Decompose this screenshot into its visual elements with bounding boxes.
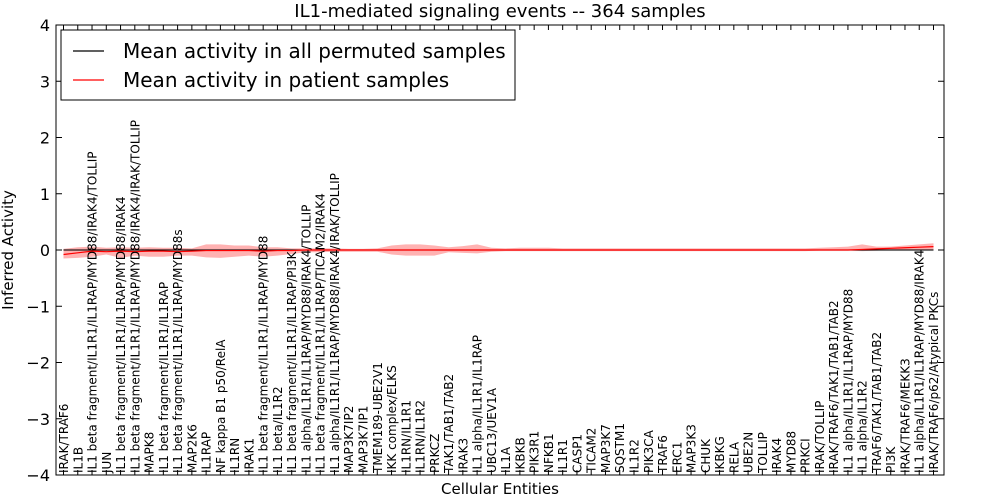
x-tick-label: TRAF6/TAK1/TAB1/TAB2 (870, 332, 884, 474)
x-tick-label: CASP1 (570, 434, 584, 473)
x-tick-label: PRKCI (799, 438, 813, 473)
x-tick-label: MAP3K3 (685, 424, 699, 473)
y-tick-label: 3 (40, 72, 50, 91)
chart-title: IL1-mediated signaling events -- 364 sam… (294, 1, 705, 22)
x-tick-label: IL1R2 (627, 439, 641, 473)
y-axis-label: Inferred Activity (0, 190, 17, 310)
x-tick-label: IL1 beta fragment/IL1R1/IL1RAP/MYD88 (257, 236, 271, 473)
x-tick-label: IL1 alpha/IL1R1/IL1RAP/MYD88 (841, 289, 855, 473)
x-axis: IRAK/TRAF6 IL1B IL1 beta fragment/IL1R1/IL… (57, 25, 941, 475)
x-tick-label: PIK3CA (642, 429, 656, 473)
x-tick-label: TICAM2 (585, 428, 599, 474)
x-tick-label: IRAK/TOLLIP (813, 401, 827, 473)
x-tick-label: TMEM189-UBE2V1 (371, 362, 385, 474)
x-tick-label: IL1A (499, 446, 513, 473)
x-tick-label: NFKB1 (542, 433, 556, 473)
x-tick-label: IL1 beta fragment/IL1R1/IL1RAP/MYD88/IRA… (86, 152, 100, 473)
x-tick-label: IL1RN/IL1R2 (414, 400, 428, 473)
x-tick-label: TOLLIP (756, 432, 770, 474)
x-tick-label: IL1 beta fragment/IL1R1/IL1RAP/PI3K (285, 250, 299, 473)
x-tick-label: IRAK/TRAF6/MEKK3 (898, 358, 912, 473)
x-tick-label: IRAK1 (242, 438, 256, 473)
legend-box (60, 29, 516, 101)
x-tick-label: IKK complex/ELKS (385, 365, 399, 473)
x-tick-label: PIK3R1 (528, 431, 542, 473)
y-tick-label: −3 (26, 410, 50, 429)
x-tick-label: TRAF6 (656, 435, 670, 474)
x-tick-label: PI3K (884, 446, 898, 473)
y-tick-label: −4 (26, 466, 50, 485)
x-tick-label: TAK1/TAB1/TAB2 (442, 374, 456, 474)
x-tick-label: IL1B (71, 447, 85, 473)
x-tick-label: CHUK (699, 438, 713, 473)
y-axis: −4 −3 −2 −1 0 1 2 3 4 (26, 16, 944, 485)
x-tick-label: MAP3K7IP1 (357, 406, 371, 473)
patient-band (63, 243, 934, 259)
x-tick-label: IRAK/TRAF6 (57, 404, 71, 473)
x-tick-label: IL1 beta fragment/IL1R1/IL1RAP/TICAM2/IR… (314, 193, 328, 473)
series-line-patient (63, 246, 934, 256)
x-tick-label: MAP3K7IP2 (342, 406, 356, 473)
x-tick-label: IL1RN (228, 438, 242, 473)
legend: Mean activity in all permuted samples Me… (60, 29, 516, 101)
x-tick-label: NF kappa B1 p50/RelA (214, 339, 228, 473)
x-tick-label: IL1 beta fragment/IL1R1/IL1RAP (157, 282, 171, 473)
x-tick-label: IL1 beta fragment/IL1R1/IL1RAP/MYD88s (171, 229, 185, 473)
x-tick-label: IL1 alpha/IL1R1/IL1RAP/MYD88/IRAK4 (913, 250, 927, 473)
x-tick-label: IL1RN/IL1R1 (399, 400, 413, 473)
x-tick-label: IRAK/TRAF6/TAK1/TAB1/TAB2 (827, 300, 841, 473)
x-tick-label: ERC1 (670, 442, 684, 473)
y-tick-label: 4 (40, 16, 50, 35)
series-layer (63, 246, 934, 256)
x-axis-label: Cellular Entities (441, 480, 559, 498)
y-tick-label: −2 (26, 354, 50, 373)
x-tick-label: IL1RAP (200, 432, 214, 473)
x-tick-label: IL1 beta fragment/IL1R1/IL1RAP/MYD88/IRA… (128, 120, 142, 473)
y-tick-label: −1 (26, 297, 50, 316)
x-tick-label: IL1 alpha/IL1R1/IL1RAP (471, 335, 485, 473)
x-tick-label: IL1R1 (556, 439, 570, 473)
x-tick-label: SQSTM1 (613, 423, 627, 473)
x-tick-label: MAP2K6 (185, 424, 199, 473)
x-tick-label: IRAK/TRAF6/p62/Atypical PKCs (927, 292, 941, 473)
x-tick-label: IKBKB (513, 437, 527, 473)
x-tick-label: PRKCZ (428, 434, 442, 473)
x-tick-label: UBE2N (742, 432, 756, 473)
x-tick-label: IRAK3 (456, 438, 470, 473)
legend-label-patient: Mean activity in patient samples (123, 68, 449, 92)
y-tick-label: 1 (40, 185, 50, 204)
x-tick-label: UBC13/UEV1A (485, 387, 499, 473)
x-tick-label: RELA (727, 441, 741, 473)
x-tick-label: JUN (100, 452, 114, 474)
legend-label-permuted: Mean activity in all permuted samples (123, 39, 506, 63)
x-tick-label: MAPK8 (143, 432, 157, 473)
x-tick-label: IKBKG (713, 436, 727, 473)
y-tick-label: 2 (40, 129, 50, 148)
x-tick-label: IL1 beta fragment/IL1R1/IL1RAP/MYD88/IRA… (114, 196, 128, 473)
y-tick-label: 0 (40, 241, 50, 260)
x-tick-label: MYD88 (784, 431, 798, 473)
x-tick-label: IL1 alpha/IL1R1/IL1RAP/MYD88/IRAK4/IRAK/… (328, 173, 342, 473)
x-tick-label: IL1 alpha/IL1R1/IL1RAP/MYD88/IRAK4/TOLLI… (299, 205, 313, 473)
x-tick-label: MAP3K7 (599, 424, 613, 473)
x-tick-label: IL1 beta/IL1R2 (271, 386, 285, 473)
x-tick-label: IRAK4 (770, 438, 784, 473)
x-tick-label: IL1 alpha/IL1R2 (856, 380, 870, 473)
